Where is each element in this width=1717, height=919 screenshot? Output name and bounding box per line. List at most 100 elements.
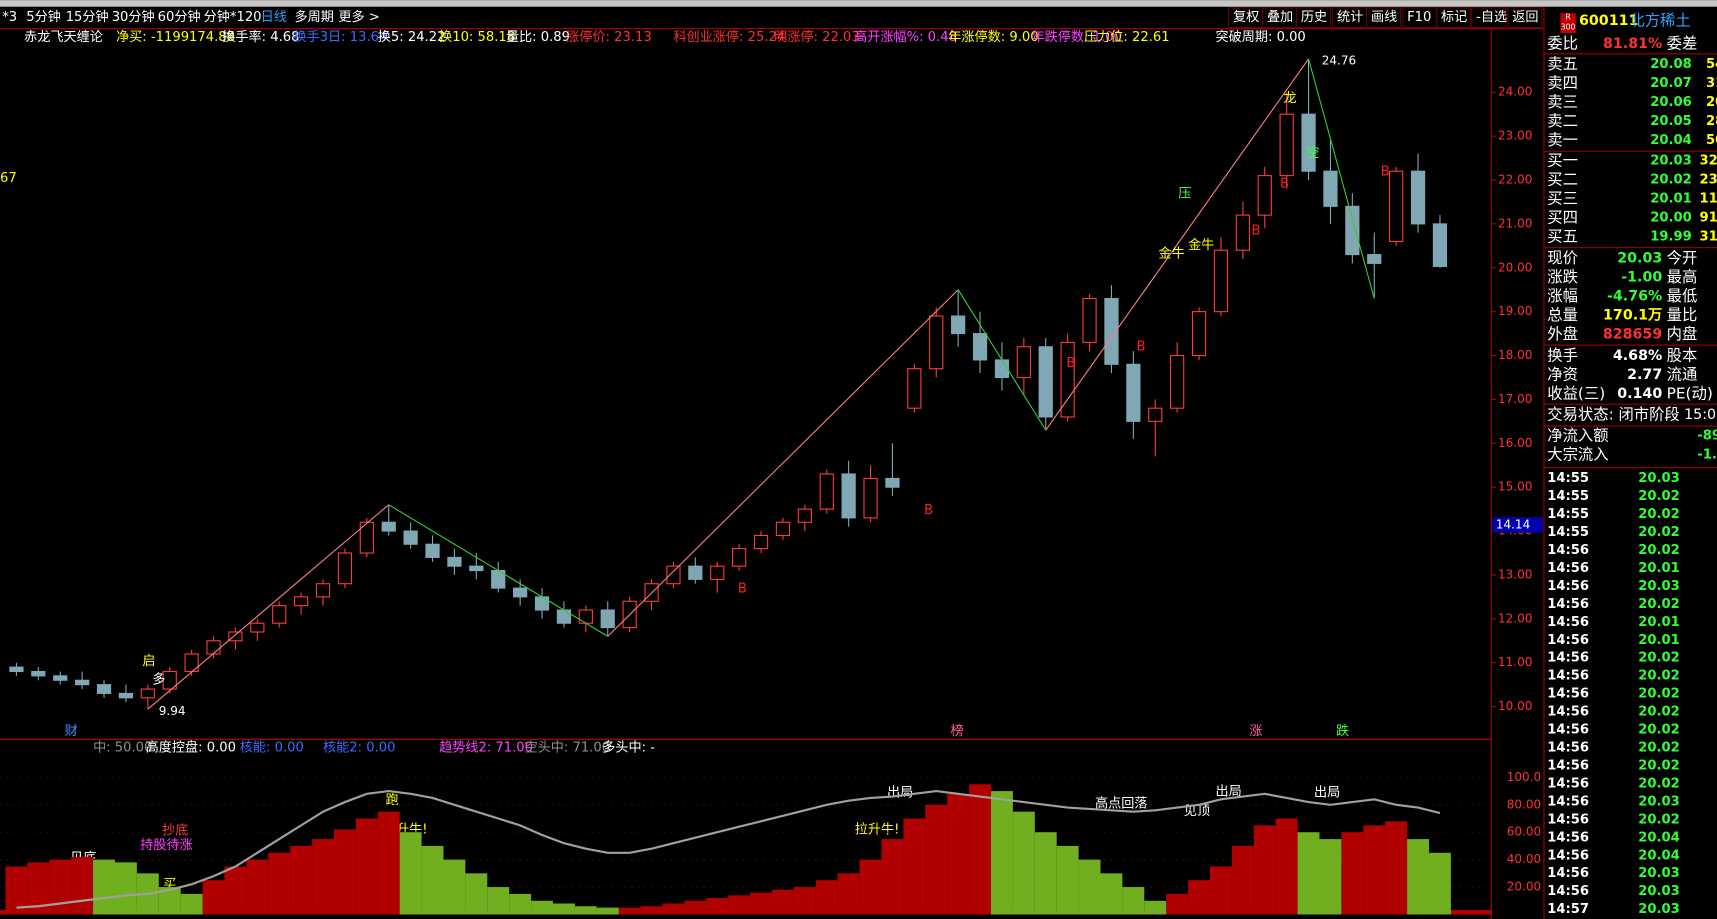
tick-time: 14:56 — [1547, 651, 1589, 666]
candle-body — [140, 688, 155, 699]
candle-body — [1367, 254, 1382, 264]
quote-value: 81.81% — [1603, 36, 1662, 52]
candle-body — [9, 666, 24, 673]
period-tab[interactable]: 多周期 — [295, 8, 334, 25]
y-tick-label: 20.00 — [1498, 260, 1532, 274]
period-tab[interactable]: 15分钟 — [66, 8, 109, 25]
annotation: B — [1137, 340, 1146, 355]
sub-bar — [881, 839, 904, 915]
toolbar-button[interactable]: 叠加 — [1267, 9, 1293, 25]
tick-price: 20.02 — [1638, 741, 1680, 756]
tick-time: 14:56 — [1547, 884, 1589, 899]
tick-price: 20.02 — [1638, 489, 1680, 504]
tick-price: 20.03 — [1638, 902, 1680, 917]
tick-time: 14:56 — [1547, 866, 1589, 881]
sub-y-label: 20.00 — [1507, 880, 1541, 894]
sub-bar — [1319, 839, 1342, 915]
tick-time: 14:56 — [1547, 741, 1589, 756]
toolbar-button[interactable]: 返回 — [1512, 9, 1538, 25]
stock-name: 北方稀土 — [1629, 11, 1690, 29]
y-tick-label: 23.00 — [1498, 129, 1532, 143]
sub-bar — [596, 907, 619, 915]
candle-body — [228, 631, 243, 642]
sub-bar — [487, 887, 510, 915]
candle-body — [1389, 170, 1404, 242]
candle-body — [1170, 354, 1185, 409]
sub-bar — [903, 818, 926, 915]
toolbar-button[interactable]: 标记 — [1441, 9, 1467, 25]
candle-body — [972, 333, 988, 361]
candle-body — [469, 565, 484, 572]
toolbar-button-frame — [1436, 7, 1472, 29]
y-tick-label: 22.00 — [1498, 173, 1532, 187]
sub-line — [16, 789, 1441, 909]
sub-bar — [1297, 832, 1320, 915]
sub-bar — [1056, 845, 1079, 915]
period-tab[interactable]: 分钟*120 — [204, 8, 262, 25]
candle-body — [337, 552, 353, 585]
tick-time: 14:56 — [1547, 597, 1589, 612]
bid-label: 买五 — [1547, 227, 1578, 245]
annotation: 出局 — [1314, 784, 1340, 800]
toolbar-button[interactable]: 复权 — [1233, 8, 1259, 25]
sub-bar — [750, 892, 772, 915]
candle-body — [732, 548, 747, 567]
period-tab[interactable]: 30分钟 — [112, 8, 155, 25]
indicator-item: 换手率: 4.68 — [222, 28, 299, 45]
ask-volume: 31 — [1706, 76, 1717, 91]
stock-code: 600111 — [1579, 13, 1638, 29]
period-tab[interactable]: 60分钟 — [158, 8, 201, 25]
period-tab[interactable]: 更多 > — [338, 8, 379, 25]
toolbar-button-frame — [1507, 7, 1543, 29]
sub-bar — [552, 903, 575, 915]
candle-body — [666, 565, 681, 585]
toolbar-button[interactable]: 历史 — [1301, 9, 1327, 25]
bid-price: 20.00 — [1650, 210, 1692, 225]
sub-bar — [947, 793, 970, 915]
annotation: 金牛 — [1188, 237, 1214, 253]
zigzag-segment — [147, 504, 390, 710]
ask-price: 20.05 — [1650, 114, 1692, 129]
content: *3 5分钟 15分钟 30分钟 60分钟 分钟*120 日线 多周期 更多 > 复权 叠加 历史 统计… — [0, 7, 1717, 917]
quote-value: 4.68% — [1613, 348, 1662, 364]
candle-body — [1279, 113, 1294, 177]
candle-body — [359, 521, 374, 554]
bid-volume: 236 — [1699, 173, 1717, 188]
zigzag-segment — [957, 289, 1047, 431]
tick-price: 20.03 — [1638, 884, 1680, 899]
tick-time: 14:55 — [1547, 471, 1589, 486]
period-tab[interactable]: 日线 — [261, 9, 287, 25]
indicator-item: 年涨停数: 9.00 — [948, 28, 1038, 45]
toolbar-button[interactable]: -自选 — [1476, 9, 1507, 25]
candle-body — [1038, 346, 1053, 418]
sub-bar — [1188, 880, 1211, 915]
period-tab[interactable]: 5分钟 — [26, 8, 61, 25]
annotation: B — [1381, 165, 1390, 180]
candle-body — [53, 675, 68, 681]
indicator-item: 明涨停: 22.03 — [774, 28, 860, 45]
candle-body — [1082, 297, 1097, 343]
tick-price: 20.01 — [1638, 561, 1680, 576]
y-tick-label: 11.00 — [1498, 655, 1532, 669]
candle-body — [797, 508, 812, 523]
breakout-period: 突破周期: 0.00 — [1215, 29, 1305, 45]
sub-bar — [1407, 839, 1430, 915]
quote-label2: 最低 — [1667, 287, 1698, 305]
period-tab[interactable]: *3 — [2, 10, 17, 25]
quote-label2: 股本 — [1667, 347, 1698, 365]
toolbar-button[interactable]: 画线 — [1371, 9, 1397, 25]
bid-price: 20.01 — [1650, 191, 1692, 206]
toolbar-button[interactable]: F10 — [1407, 10, 1431, 25]
tick-time: 14:56 — [1547, 812, 1589, 827]
toolbar-button[interactable]: 统计 — [1337, 9, 1363, 25]
sub-bar — [684, 900, 707, 915]
candle-body — [513, 587, 528, 598]
quote-label: 涨跌 — [1547, 268, 1578, 286]
ask-price: 20.08 — [1650, 57, 1692, 72]
sub-bar — [793, 887, 816, 915]
ask-label: 卖二 — [1547, 112, 1578, 130]
flow-label: 净流入额 — [1547, 426, 1608, 444]
annotation: 见顶 — [1184, 804, 1210, 819]
sub-bar — [1100, 873, 1123, 915]
sub-bar — [1385, 821, 1408, 915]
